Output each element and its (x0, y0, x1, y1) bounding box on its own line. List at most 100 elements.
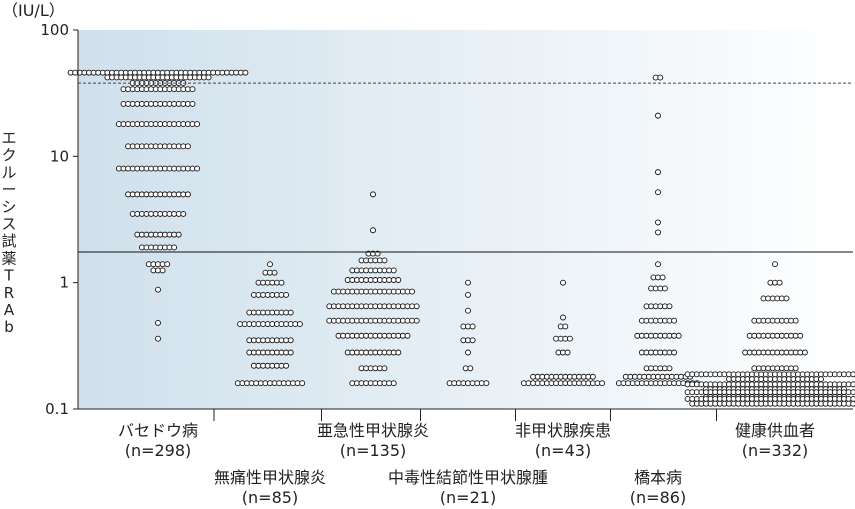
data-point (299, 380, 306, 387)
y-axis-title-char: 試 (1, 232, 16, 250)
data-point (413, 303, 420, 310)
data-point (283, 291, 290, 298)
data-point (465, 279, 471, 286)
data-point (469, 337, 476, 344)
y-tick-label: 10 (50, 147, 69, 165)
category-name-label: 橋本病 (634, 468, 682, 487)
data-point (413, 317, 420, 324)
category-name-label: バセドウ病 (118, 421, 198, 440)
y-axis-title-char: ル (1, 163, 16, 181)
data-point (566, 335, 573, 342)
data-point (850, 389, 855, 396)
y-axis-title-char: T (3, 267, 14, 285)
y-axis-title-char: 薬 (1, 249, 16, 267)
y-axis-title-char: ー (1, 181, 16, 199)
data-point (801, 349, 808, 356)
y-unit-label: （IU/L） (2, 1, 65, 20)
data-point (189, 100, 196, 107)
data-point (242, 69, 249, 76)
data-point (671, 317, 678, 324)
data-point (395, 277, 402, 283)
y-axis-title-char: ス (1, 215, 16, 233)
data-point (283, 362, 290, 369)
category-labels: バセドウ病(n=298) 無痛性甲状腺炎(n=85) 亜急性甲状腺炎(n=135) 中… (118, 421, 815, 507)
data-point (655, 261, 661, 268)
data-point (390, 267, 397, 274)
data-point (404, 332, 411, 339)
data-point (675, 332, 682, 339)
data-point (661, 285, 668, 292)
data-point (469, 323, 476, 330)
data-point (381, 257, 388, 264)
data-point (271, 269, 278, 276)
y-axis-title-char: ク (1, 146, 16, 164)
data-point (395, 349, 402, 356)
data-point (381, 365, 388, 372)
category-n-label: (n=86) (630, 488, 686, 507)
data-point (655, 112, 661, 119)
category-name-label: 非甲状腺疾患 (515, 421, 611, 440)
category-name-label: 中毒性結節性甲状腺腫 (388, 468, 548, 487)
data-point (655, 229, 661, 236)
data-point (655, 189, 661, 196)
data-point (390, 380, 397, 387)
data-point (184, 191, 191, 198)
data-point (189, 86, 196, 93)
data-point (184, 143, 191, 150)
data-point (370, 191, 376, 198)
y-axis-title-char: b (4, 318, 14, 336)
y-axis-title-char: A (4, 301, 15, 319)
category-n-label: (n=298) (125, 441, 192, 460)
y-tick-label: 0.1 (45, 400, 69, 418)
data-point (560, 279, 566, 286)
data-point (564, 349, 571, 356)
data-point (659, 274, 666, 281)
data-point (483, 380, 490, 387)
data-point (370, 227, 376, 234)
data-point (599, 380, 606, 387)
data-point (850, 400, 855, 407)
data-point (655, 219, 661, 226)
y-tick-label: 100 (40, 21, 69, 39)
data-point (589, 373, 596, 380)
y-tick-label: 1 (59, 274, 69, 292)
category-n-label: (n=85) (242, 488, 298, 507)
data-point (159, 267, 166, 274)
data-point (465, 307, 471, 314)
data-point (287, 337, 294, 344)
data-point (655, 169, 661, 176)
data-point (792, 317, 799, 324)
data-point (296, 321, 303, 328)
category-name-label: 健康供血者 (735, 421, 815, 440)
data-point (797, 332, 804, 339)
data-point (657, 74, 664, 81)
data-point (278, 279, 285, 286)
category-n-label: (n=43) (535, 441, 591, 460)
data-point (155, 319, 161, 326)
y-axis-title-char: R (4, 284, 14, 302)
data-point (850, 381, 855, 388)
data-point (666, 303, 673, 310)
data-point (465, 291, 471, 298)
data-point (792, 365, 799, 372)
data-point (467, 365, 474, 372)
data-point (671, 349, 678, 356)
y-axis-title-char: エ (1, 129, 16, 147)
data-point (194, 121, 201, 128)
y-axis-title-char: シ (1, 198, 16, 216)
data-point (164, 261, 171, 268)
data-point (287, 349, 294, 356)
data-point (465, 349, 471, 356)
data-point (175, 231, 182, 238)
data-point (205, 74, 212, 81)
data-point (818, 376, 824, 383)
data-point (267, 261, 273, 268)
data-point (850, 371, 855, 378)
data-point (155, 335, 161, 342)
category-n-label: (n=135) (340, 441, 407, 460)
data-point (155, 286, 161, 293)
y-axis-ticks: 100 10 1 0.1 (40, 21, 717, 421)
data-point (772, 261, 778, 268)
